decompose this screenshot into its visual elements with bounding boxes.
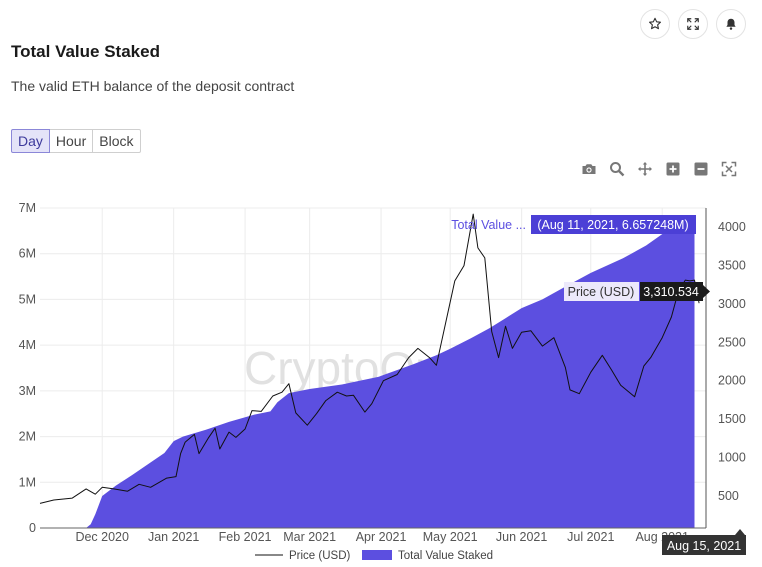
tooltip-tvs-box bbox=[531, 215, 696, 234]
x-tick-label: Jan 2021 bbox=[148, 530, 199, 544]
star-icon[interactable] bbox=[640, 9, 670, 39]
zoom-icon[interactable] bbox=[608, 160, 626, 178]
top-actions bbox=[640, 9, 746, 39]
tooltip-tvs-value: (Aug 11, 2021, 6.657248M) bbox=[537, 218, 688, 232]
y-right-tick-label: 3000 bbox=[718, 297, 746, 311]
tooltip-price-box bbox=[640, 282, 703, 301]
bell-icon[interactable] bbox=[716, 9, 746, 39]
x-tick-label: Dec 2020 bbox=[75, 530, 129, 544]
autoscale-icon[interactable] bbox=[720, 160, 738, 178]
y-left-tick-label: 7M bbox=[19, 201, 36, 215]
y-right-tick-label: 4000 bbox=[718, 220, 746, 234]
x-tick-label: Apr 2021 bbox=[356, 530, 407, 544]
axis-layer: Dec 2020 Jan 2021 Feb 2021 Mar 2021 Apr 2021… bbox=[19, 201, 746, 544]
y-right-tick-label: 2000 bbox=[718, 374, 746, 388]
series-total-value-staked bbox=[40, 221, 695, 528]
pan-icon[interactable] bbox=[636, 160, 654, 178]
legend-tvs-swatch bbox=[362, 550, 392, 560]
tooltip-price-series: Price (USD) bbox=[568, 285, 635, 299]
hover-date: Aug 15, 2021 bbox=[667, 539, 741, 553]
x-tick-label: Jun 2021 bbox=[496, 530, 547, 544]
camera-icon[interactable] bbox=[580, 160, 598, 178]
tooltip-price-value: 3,310.534 bbox=[643, 285, 699, 299]
chart-modebar bbox=[580, 160, 738, 178]
page-subtitle: The valid ETH balance of the deposit con… bbox=[11, 78, 295, 94]
zoom-out-icon[interactable] bbox=[692, 160, 710, 178]
y-left-tick-label: 2M bbox=[19, 430, 36, 444]
area-layer bbox=[40, 221, 695, 528]
expand-icon[interactable] bbox=[678, 9, 708, 39]
page-title: Total Value Staked bbox=[11, 42, 160, 61]
tooltip-price: Price (USD) 3,310.534 bbox=[564, 282, 710, 301]
y-right-tick-label: 1500 bbox=[718, 412, 746, 426]
y-left-tick-label: 0 bbox=[29, 521, 36, 535]
y-left-tick-label: 4M bbox=[19, 338, 36, 352]
y-left-tick-label: 3M bbox=[19, 384, 36, 398]
y-right-tick-label: 500 bbox=[718, 489, 739, 503]
y-right-tick-label: 3500 bbox=[718, 259, 746, 273]
zoom-in-icon[interactable] bbox=[664, 160, 682, 178]
legend-tvs-label: Total Value Staked bbox=[398, 550, 493, 562]
y-right-tick-label: 1000 bbox=[718, 450, 746, 464]
tooltip-tvs-series: Total Value ... bbox=[451, 218, 526, 232]
y-right-tick-label: 2500 bbox=[718, 335, 746, 349]
hover-date-label: Aug 15, 2021 bbox=[662, 529, 746, 555]
tooltip-tvs: Total Value ... (Aug 11, 2021, 6.657248M… bbox=[451, 215, 696, 234]
legend: Price (USD) Total Value Staked bbox=[255, 550, 493, 562]
resolution-tabs: Day Hour Block bbox=[11, 129, 141, 153]
tab-block[interactable]: Block bbox=[92, 129, 141, 153]
y-left-tick-label: 1M bbox=[19, 475, 36, 489]
x-tick-label: Feb 2021 bbox=[219, 530, 272, 544]
legend-price-label: Price (USD) bbox=[289, 550, 351, 562]
x-tick-label: Jul 2021 bbox=[567, 530, 614, 544]
x-tick-label: May 2021 bbox=[423, 530, 478, 544]
y-left-tick-label: 6M bbox=[19, 247, 36, 261]
tab-day[interactable]: Day bbox=[11, 129, 50, 153]
line-layer bbox=[39, 213, 700, 504]
y-left-tick-label: 5M bbox=[19, 292, 36, 306]
tooltip-price-arrow bbox=[703, 285, 710, 298]
series-price-usd bbox=[39, 213, 700, 504]
tooltip-price-series-box bbox=[564, 282, 639, 301]
x-tick-label: Mar 2021 bbox=[283, 530, 336, 544]
